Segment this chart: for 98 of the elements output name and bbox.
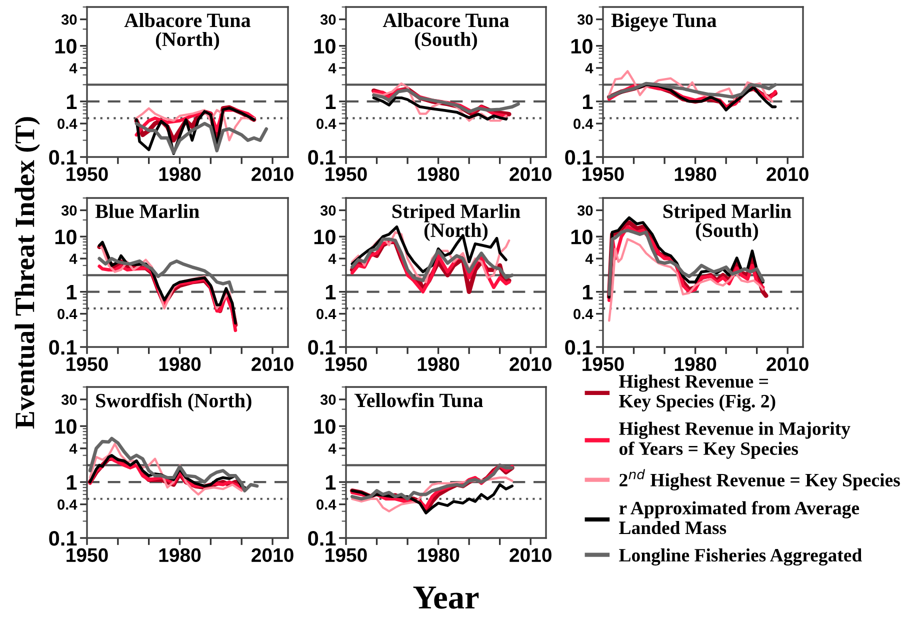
y-tick-label: 30 [320, 14, 336, 25]
x-tick-label: 1950 [66, 548, 108, 562]
y-tick-label: 0.4 [574, 118, 594, 129]
y-tick-label: 0.1 [565, 340, 593, 355]
text: Striped Marlin (North) [392, 204, 520, 242]
y-tick-label: 0.1 [308, 531, 336, 546]
x-tick-label: 1980 [418, 357, 460, 372]
line-series [372, 96, 508, 121]
line-series [351, 476, 514, 512]
chart-title: Swordfish (North) [96, 393, 252, 412]
x-tick-label: 1950 [326, 548, 367, 562]
y-tick-label: 4 [69, 444, 78, 454]
y-tick-label: 30 [577, 205, 593, 216]
x-tick-label: 1950 [66, 167, 108, 182]
legend-label: Highest Revenue in Majority of Years = Key Species [619, 422, 850, 459]
x-tick-label: 2010 [766, 357, 808, 372]
text: Striped Marlin (South) [663, 204, 792, 242]
y-tick-label: 0.1 [49, 340, 77, 355]
y-tick-label: 30 [61, 205, 77, 216]
legend-label: Longline Fisheries Aggregated [619, 548, 862, 566]
line-series [607, 82, 777, 99]
x-tick-label: 1980 [674, 167, 716, 182]
y-tick-label: 4 [69, 63, 78, 74]
y-tick-label: 10 [314, 38, 336, 54]
chart-title: Bigeye Tuna [611, 13, 716, 32]
x-tick-label: 2010 [252, 167, 294, 182]
y-tick-label: 1 [583, 285, 593, 300]
line-series [88, 442, 243, 496]
y-tick-label: 10 [314, 230, 336, 244]
x-tick-label: 2010 [252, 357, 294, 372]
y-tick-label: 4 [328, 254, 336, 264]
x-tick-label: 1980 [674, 357, 716, 372]
line-series [88, 436, 259, 492]
x-tick-label: 1980 [159, 167, 201, 182]
x-tick-label: 1980 [418, 167, 460, 182]
x-tick-label: 1950 [582, 167, 624, 182]
line-series [98, 256, 234, 294]
x-tick-label: 2010 [510, 357, 552, 372]
x-tick-label: 2010 [510, 167, 552, 182]
y-tick-label: 0.4 [58, 308, 78, 320]
x-axis-title: Year [413, 586, 479, 609]
y-tick-label: 4 [69, 254, 78, 264]
y-tick-label: 4 [585, 254, 594, 264]
y-tick-label: 0.4 [316, 308, 336, 320]
y-tick-label: 0.4 [58, 499, 78, 510]
chart-title: Yellowfin Tuna [354, 392, 483, 408]
y-tick-label: 0.1 [49, 531, 77, 546]
y-tick-label: 4 [585, 63, 594, 74]
line-series [372, 88, 520, 114]
legend-label: 2$^{nd}$ Highest Revenue = Key Species [620, 469, 900, 490]
x-tick-label: 1980 [159, 548, 201, 562]
y-tick-label: 0.1 [308, 150, 336, 165]
legend-label: Highest Revenue = Key Species (Fig. 2) [619, 374, 776, 412]
y-tick-label: 0.4 [316, 499, 336, 510]
y-tick-label: 1 [67, 94, 77, 109]
y-tick-label: 30 [320, 394, 336, 405]
y-tick-label: 0.4 [58, 118, 78, 129]
y-tick-label: 10 [55, 230, 76, 244]
x-tick-label: 1950 [582, 357, 624, 372]
y-tick-label: 4 [328, 63, 336, 74]
y-tick-label: 10 [55, 419, 76, 434]
x-tick-label: 1980 [159, 357, 201, 372]
x-tick-label: 1950 [66, 357, 108, 372]
y-tick-label: 30 [320, 205, 336, 216]
line-series [134, 122, 268, 154]
y-tick-label: 10 [571, 38, 592, 54]
y-tick-label: 1 [326, 94, 336, 109]
text: Albacore Tuna (South) [382, 13, 510, 50]
y-tick-label: 4 [328, 444, 336, 454]
x-tick-label: 2010 [252, 548, 294, 562]
y-axis-title: Eventual Threat Index (T) [14, 117, 40, 429]
y-tick-label: 0.1 [308, 340, 336, 355]
x-tick-label: 1980 [418, 548, 460, 562]
line-series [372, 82, 508, 122]
x-tick-label: 1950 [326, 167, 367, 182]
legend-label: r Approximated from Average Landed Mass [619, 501, 860, 534]
line-series [608, 70, 774, 103]
y-tick-label: 30 [577, 14, 593, 25]
y-tick-label: 30 [61, 14, 77, 25]
y-tick-label: 10 [55, 38, 76, 54]
x-tick-label: 2010 [766, 167, 808, 182]
y-tick-label: 1 [326, 475, 336, 490]
text: Albacore Tuna (North) [124, 13, 251, 50]
y-tick-label: 1 [67, 475, 77, 490]
line-series [350, 464, 514, 501]
y-tick-label: 30 [61, 394, 77, 405]
y-tick-label: 0.1 [565, 150, 593, 165]
y-tick-label: 10 [571, 230, 592, 244]
chart-title: Blue Marlin [95, 204, 200, 218]
y-tick-label: 10 [314, 419, 336, 434]
y-tick-label: 1 [583, 94, 593, 109]
y-tick-label: 0.4 [574, 308, 594, 320]
y-tick-label: 1 [326, 285, 336, 300]
x-tick-label: 2010 [510, 548, 552, 562]
x-tick-label: 1950 [326, 357, 367, 372]
y-tick-label: 0.4 [316, 118, 336, 129]
y-tick-label: 1 [67, 285, 77, 300]
y-tick-label: 0.1 [49, 150, 77, 165]
